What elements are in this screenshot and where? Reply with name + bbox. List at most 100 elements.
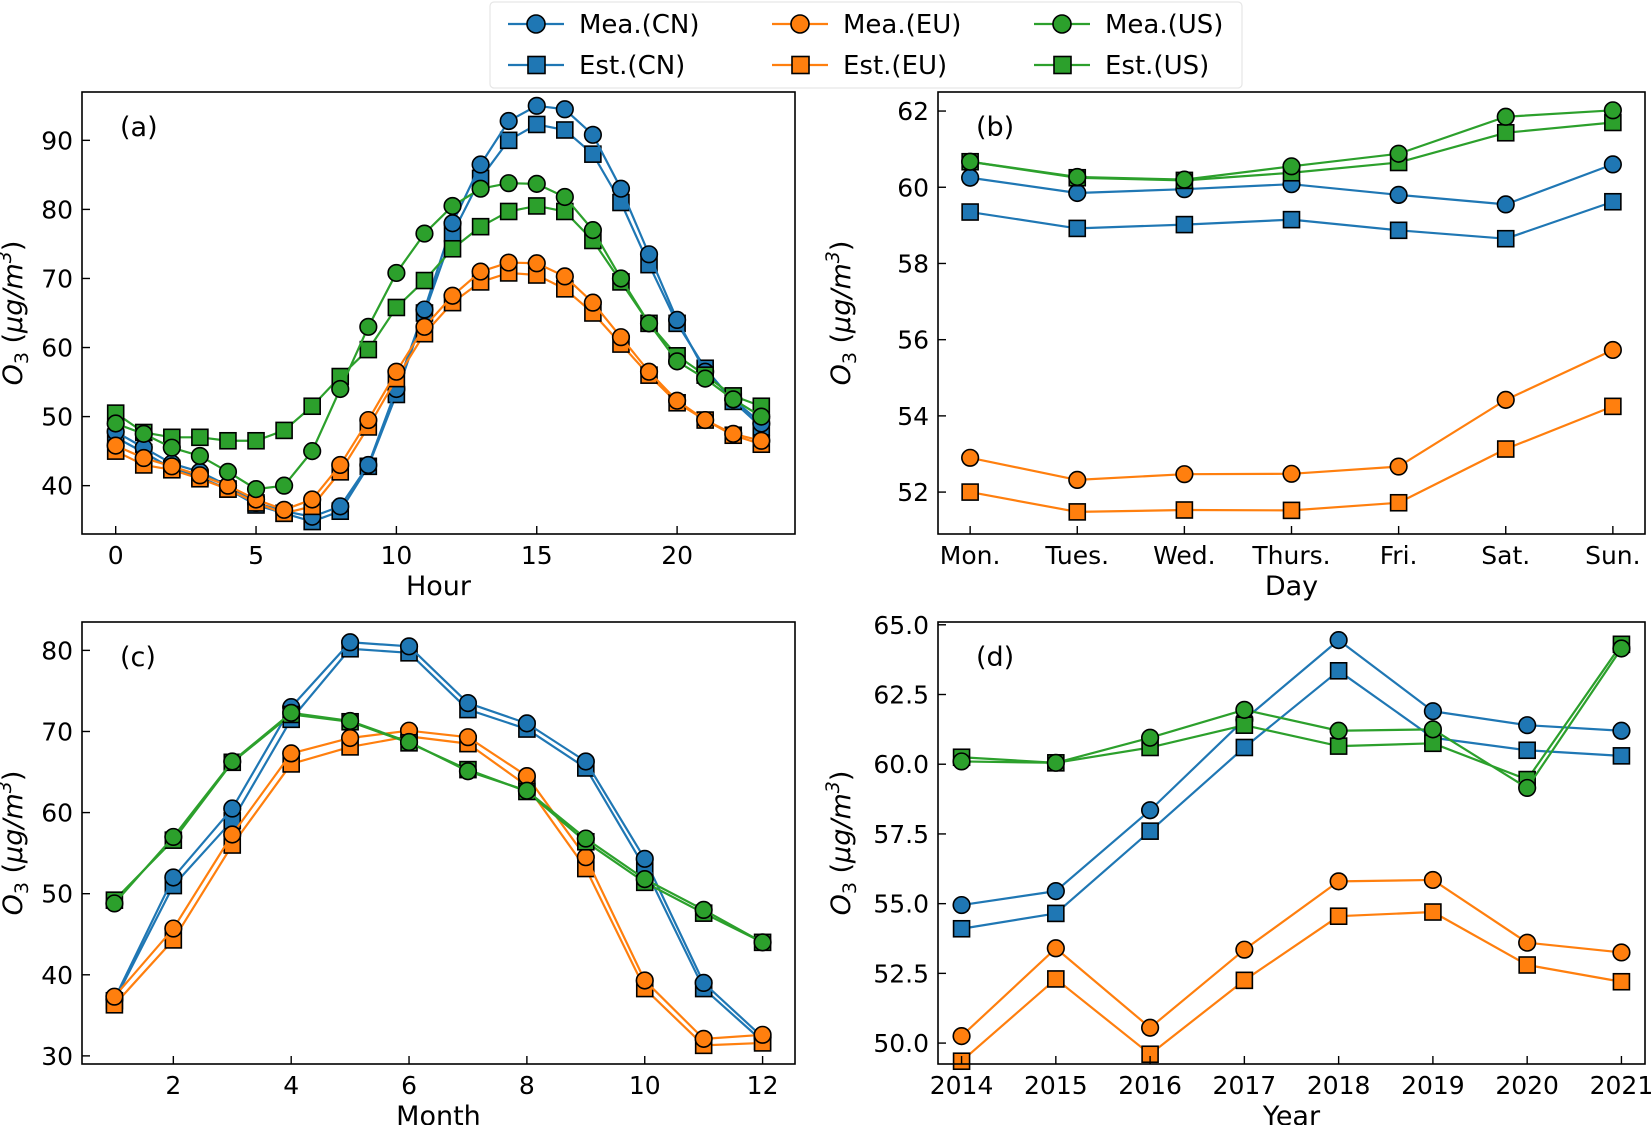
data-point-circle xyxy=(1612,721,1631,740)
data-point-circle xyxy=(961,168,980,187)
data-point-circle xyxy=(668,391,687,410)
series-mea-eu xyxy=(106,253,771,519)
series-mea-cn xyxy=(952,631,1631,915)
panel-a: 0 5 10 15 20 40 50 60 70 80 90 Hour O3 (μg/m3) (a) xyxy=(0,91,796,602)
data-point-circle xyxy=(1518,933,1537,952)
series-mea-cn xyxy=(105,633,772,1047)
data-point-circle xyxy=(583,125,602,144)
legend-entry-est-us: Est.(US) xyxy=(1034,51,1209,81)
data-point-circle xyxy=(752,431,771,450)
data-point-circle xyxy=(1140,728,1160,747)
data-point-square xyxy=(1235,971,1254,990)
data-point-square xyxy=(527,197,546,215)
data-point-circle xyxy=(359,455,378,475)
y-tick-label: 60 xyxy=(41,334,73,363)
data-point-circle xyxy=(611,269,631,288)
data-point-circle xyxy=(694,973,713,992)
data-point-circle xyxy=(1329,721,1348,740)
data-point-circle xyxy=(696,410,715,430)
data-point-circle xyxy=(694,900,713,920)
data-point-circle xyxy=(639,314,659,333)
data-point-circle xyxy=(341,633,360,652)
data-point-circle xyxy=(1423,870,1442,890)
data-point-circle xyxy=(635,849,654,868)
data-point-circle xyxy=(1603,155,1622,174)
data-point-circle xyxy=(387,263,406,283)
data-point-circle xyxy=(1423,720,1442,739)
data-point-circle xyxy=(399,732,419,752)
series-line xyxy=(960,910,1622,1063)
data-point-circle xyxy=(1046,882,1065,901)
data-point-square xyxy=(471,217,490,236)
data-point-circle xyxy=(303,490,322,509)
data-point-square xyxy=(1612,747,1631,765)
plot-frame xyxy=(81,621,796,1065)
y-axis-label: O3 (μg/m3) xyxy=(822,241,861,386)
x-axis-label: Month xyxy=(396,1101,481,1125)
data-point-circle xyxy=(583,293,602,312)
x-tick-label: 2015 xyxy=(1024,1071,1088,1100)
data-point-circle xyxy=(611,179,631,198)
data-point-circle xyxy=(952,895,971,915)
data-point-square xyxy=(247,431,265,450)
y-tick-label: 52 xyxy=(897,478,929,507)
data-point-circle xyxy=(694,1029,713,1048)
data-point-circle xyxy=(724,424,743,443)
series-est-us xyxy=(961,113,1622,190)
data-point-circle xyxy=(696,369,715,388)
panel-label: (c) xyxy=(120,642,156,673)
data-point-circle xyxy=(517,781,536,800)
legend-entry-est-eu: Est.(EU) xyxy=(772,51,947,81)
data-point-square xyxy=(1496,123,1515,142)
series-mea-eu xyxy=(961,340,1622,489)
data-point-circle xyxy=(1235,940,1254,959)
x-tick-label: 20 xyxy=(661,541,693,570)
y-tick-label: 70 xyxy=(41,264,73,293)
data-point-square xyxy=(1068,503,1087,521)
data-point-square xyxy=(1068,219,1087,238)
legend-label: Est.(US) xyxy=(1105,51,1209,81)
series-line xyxy=(113,729,763,1040)
x-tick-label: 4 xyxy=(283,1071,299,1100)
x-tick-label: 10 xyxy=(629,1071,661,1100)
data-point-circle xyxy=(1496,390,1515,409)
series-mea-us xyxy=(106,174,771,499)
data-point-circle xyxy=(1603,340,1622,360)
data-point-circle xyxy=(105,987,124,1006)
x-tick-label: 15 xyxy=(521,541,553,570)
series-line xyxy=(969,405,1614,513)
data-point-square xyxy=(499,202,518,221)
y-axis-label: O3 (μg/m3) xyxy=(0,241,33,386)
legend-marker-square xyxy=(527,55,546,75)
data-point-circle xyxy=(218,462,238,481)
data-point-square xyxy=(1424,903,1442,921)
y-tick-label: 65.0 xyxy=(873,611,929,640)
series-line xyxy=(969,348,1614,481)
data-point-circle xyxy=(583,221,602,240)
data-point-circle xyxy=(499,174,518,193)
y-tick-label: 56 xyxy=(897,326,929,355)
data-point-circle xyxy=(668,352,687,371)
x-tick-label: Fri. xyxy=(1380,541,1418,570)
data-point-circle xyxy=(331,497,350,516)
panel-c: 2 4 6 8 10 12 30 40 50 60 70 80 Month O3 (μg/m3) (c) xyxy=(0,621,796,1125)
x-tick-label: 10 xyxy=(380,541,412,570)
y-tick-label: 54 xyxy=(897,402,929,431)
legend-label: Mea.(CN) xyxy=(579,10,700,40)
x-axis-label: Year xyxy=(1262,1101,1321,1125)
x-tick-label: 0 xyxy=(108,541,124,570)
data-point-circle xyxy=(1389,457,1408,476)
data-point-circle xyxy=(639,245,659,264)
y-axis-label: O3 (μg/m3) xyxy=(822,771,861,916)
data-point-circle xyxy=(164,827,183,847)
data-point-circle xyxy=(1389,144,1408,163)
series-line xyxy=(115,182,762,491)
data-point-circle xyxy=(527,254,546,273)
data-point-circle xyxy=(611,328,631,347)
plot-frame xyxy=(81,91,796,535)
data-point-circle xyxy=(753,933,772,952)
data-point-circle xyxy=(1329,631,1348,650)
data-point-circle xyxy=(359,410,378,430)
series-mea-eu xyxy=(952,870,1631,1046)
y-tick-label: 80 xyxy=(41,195,73,224)
